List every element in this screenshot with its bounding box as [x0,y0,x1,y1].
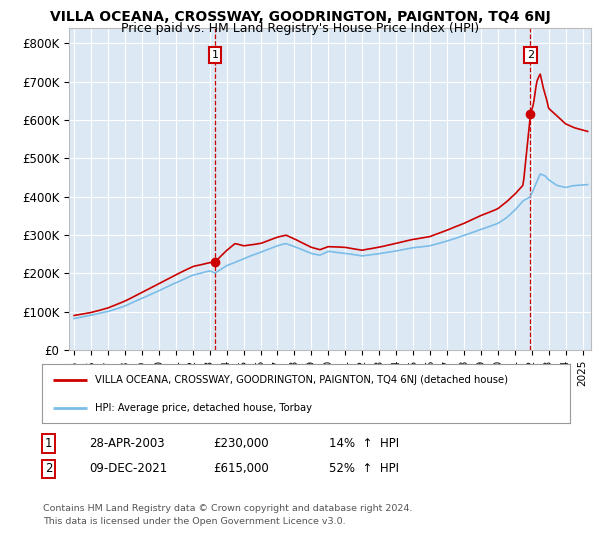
Text: 1: 1 [212,50,218,60]
Text: £615,000: £615,000 [213,462,269,475]
Text: Price paid vs. HM Land Registry's House Price Index (HPI): Price paid vs. HM Land Registry's House … [121,22,479,35]
Text: 28-APR-2003: 28-APR-2003 [89,437,164,450]
Text: 14%  ↑  HPI: 14% ↑ HPI [329,437,399,450]
Text: HPI: Average price, detached house, Torbay: HPI: Average price, detached house, Torb… [95,403,312,413]
Text: £230,000: £230,000 [213,437,269,450]
Text: VILLA OCEANA, CROSSWAY, GOODRINGTON, PAIGNTON, TQ4 6NJ (detached house): VILLA OCEANA, CROSSWAY, GOODRINGTON, PAI… [95,375,508,385]
Text: Contains HM Land Registry data © Crown copyright and database right 2024.
This d: Contains HM Land Registry data © Crown c… [43,504,413,525]
Text: 2: 2 [45,462,53,475]
Text: 09-DEC-2021: 09-DEC-2021 [89,462,167,475]
Text: VILLA OCEANA, CROSSWAY, GOODRINGTON, PAIGNTON, TQ4 6NJ: VILLA OCEANA, CROSSWAY, GOODRINGTON, PAI… [50,10,550,24]
Text: 52%  ↑  HPI: 52% ↑ HPI [329,462,399,475]
Text: 1: 1 [45,437,53,450]
Text: 2: 2 [527,50,534,60]
